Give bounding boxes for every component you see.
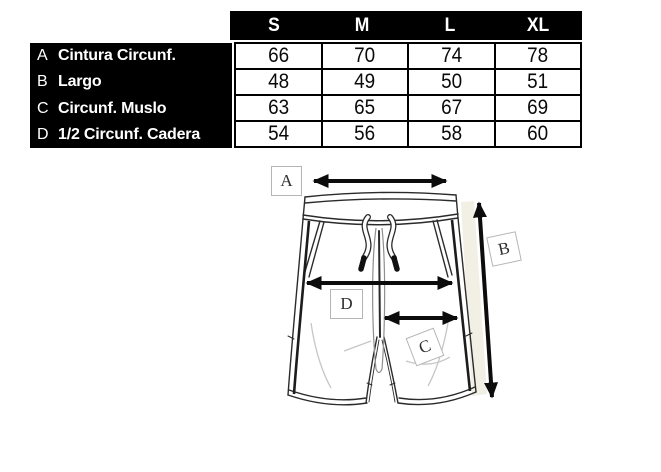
size-value-cell: 51: [495, 70, 580, 94]
measurement-label-column: A Cintura Circunf. B Largo C Circunf. Mu…: [30, 43, 232, 148]
measurement-name: Circunf. Muslo: [58, 99, 167, 117]
size-chart-value-grid: 66 70 74 78 48 49 50 51 63 65 67 69 54 5…: [234, 42, 582, 148]
size-value-cell: 70: [322, 44, 407, 68]
size-value-cell: 74: [409, 44, 494, 68]
size-value-cell: 50: [409, 70, 494, 94]
size-value-cell: 58: [409, 122, 494, 146]
size-column-header-xl: XL: [526, 14, 550, 36]
measurement-name: 1/2 Circunf. Cadera: [58, 125, 201, 143]
size-value-cell: 49: [322, 70, 407, 94]
callout-letter-length: B: [496, 238, 512, 259]
callout-letter-hip: D: [340, 294, 353, 313]
size-value-cell: 66: [236, 44, 321, 68]
size-value-cell: 69: [495, 96, 580, 120]
size-value-cell: 65: [322, 96, 407, 120]
measurement-letter: B: [37, 73, 48, 91]
measurement-row-label-hip: D 1/2 Circunf. Cadera: [30, 122, 232, 148]
size-column-header-s: S: [268, 14, 280, 36]
shorts-outline: [287, 191, 477, 406]
size-value-cell: 54: [236, 122, 321, 146]
measurement-row-label-length: B Largo: [30, 69, 232, 95]
size-chart-header-row: S M L XL: [230, 11, 582, 40]
size-value-cell: 78: [495, 44, 580, 68]
side-stripes: [292, 219, 472, 395]
measurement-letter: D: [37, 125, 49, 143]
callout-box-length: B: [486, 231, 522, 267]
size-column-header-m: M: [354, 14, 370, 36]
fabric-creases: [310, 322, 451, 389]
size-chart: S M L XL A Cintura Circunf. B Largo C Ci…: [0, 0, 661, 160]
size-value-cell: 63: [236, 96, 321, 120]
size-column-header-l: L: [444, 14, 456, 36]
measurement-letter: A: [37, 47, 48, 65]
measurement-row-label-thigh: C Circunf. Muslo: [30, 96, 232, 122]
size-value-cell: 60: [495, 122, 580, 146]
size-value-cell: 67: [409, 96, 494, 120]
size-value-cell: 56: [322, 122, 407, 146]
callout-letter-waist: A: [280, 171, 293, 190]
measurement-name: Cintura Circunf.: [58, 47, 176, 65]
callout-box-waist: A: [271, 166, 302, 196]
size-value-cell: 48: [236, 70, 321, 94]
length-arrow: [472, 201, 499, 399]
measurement-row-label-waist: A Cintura Circunf.: [30, 43, 232, 69]
callout-letter-thigh: C: [416, 335, 434, 358]
drawstring-cords: [358, 214, 400, 272]
measurement-arrows: [305, 174, 499, 399]
measurement-letter: C: [37, 99, 49, 117]
callout-box-hip: D: [330, 289, 363, 319]
measurement-name: Largo: [58, 73, 102, 91]
